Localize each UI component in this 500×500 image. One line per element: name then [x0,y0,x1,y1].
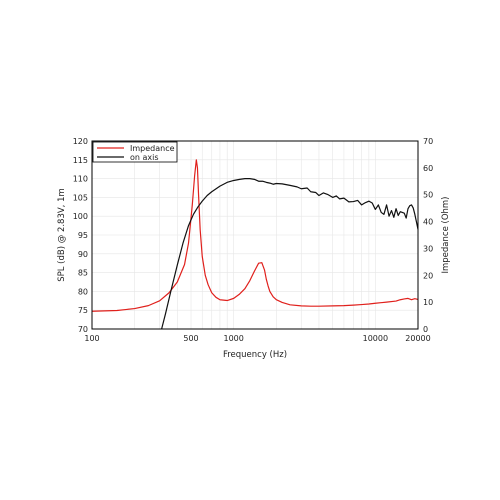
legend: Impedance on axis [92,141,178,163]
legend-label-on-axis: on axis [130,153,159,162]
plot-frame [91,140,419,330]
series-line-impedance [91,159,419,312]
y-left-tick-label: 95 [78,231,88,240]
series-line-on-axis [161,178,419,330]
y-left-tick-label: 110 [73,175,88,184]
y-axis-left-title: SPL (dB) @ 2.83V, 1m [57,188,67,282]
y-left-tick-label: 70 [78,325,88,334]
y-left-tick-label: 75 [78,306,88,315]
x-tick-label: 10000 [363,334,388,343]
x-axis-title: Frequency (Hz) [223,350,287,360]
y-left-tick-label: 85 [78,269,88,278]
y-axis-right-title: Impedance (Ohm) [441,197,451,274]
tick-labels: 100 500 1000 10000 2000070758085909510010511… [73,137,433,343]
x-tick-label: 500 [183,334,198,343]
y-left-tick-label: 120 [73,137,88,146]
y-right-tick-label: 0 [423,325,428,334]
x-tick-label: 100 [84,334,99,343]
y-right-tick-label: 50 [423,191,433,200]
y-right-tick-label: 30 [423,244,433,253]
y-left-tick-label: 115 [73,156,88,165]
y-right-tick-label: 40 [423,218,433,227]
x-tick-label: 20000 [405,334,430,343]
y-left-tick-label: 100 [73,212,88,221]
y-right-tick-label: 10 [423,298,433,307]
y-right-tick-label: 60 [423,164,433,173]
series-layer [91,159,419,330]
y-left-tick-label: 105 [73,193,88,202]
y-left-tick-label: 90 [78,250,88,259]
y-left-tick-label: 80 [78,287,88,296]
legend-label-impedance: Impedance [130,144,175,153]
y-right-tick-label: 20 [423,271,433,280]
x-tick-label: 1000 [223,334,243,343]
grid [92,140,418,330]
y-right-tick-label: 70 [423,137,433,146]
